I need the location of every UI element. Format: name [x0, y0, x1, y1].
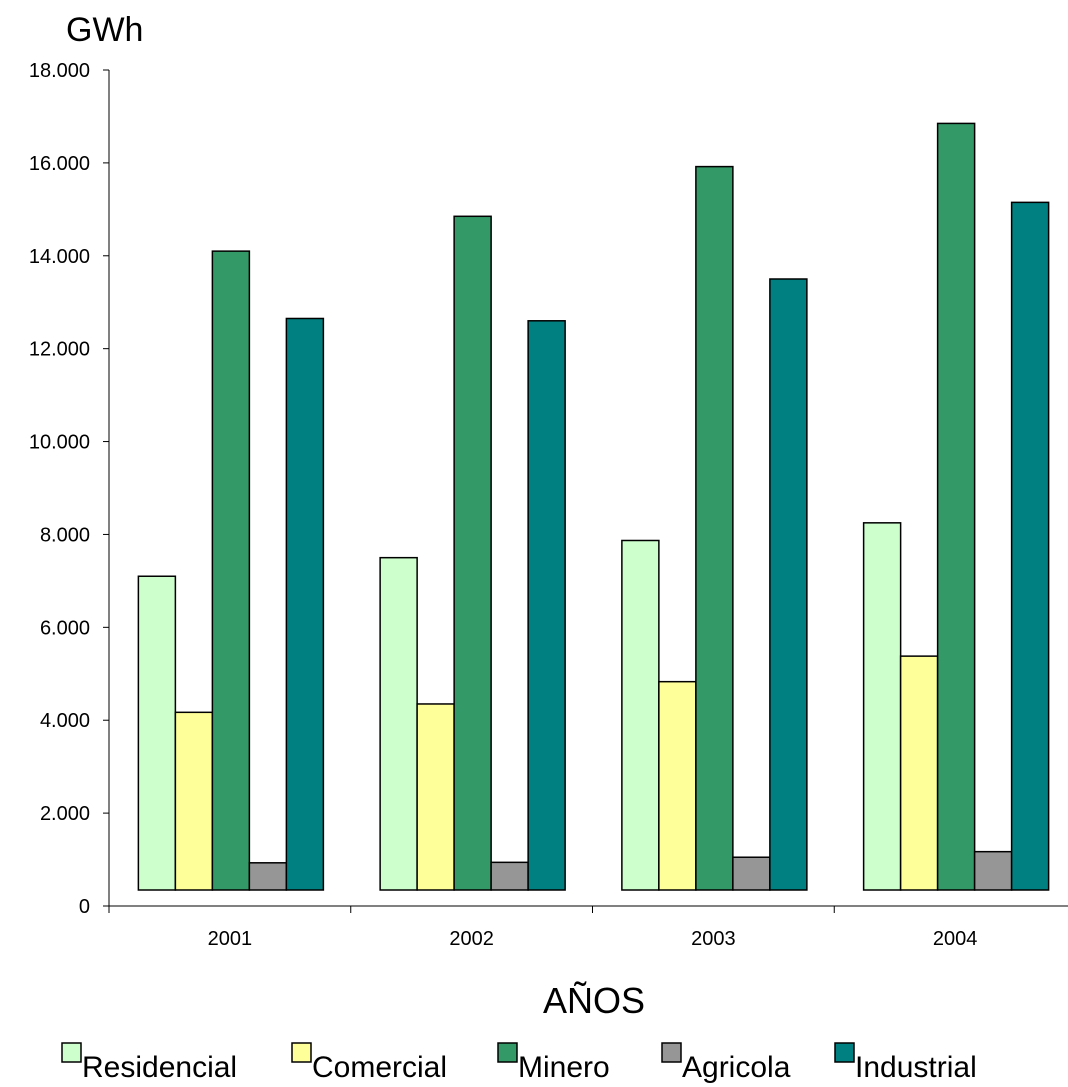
legend-label-minero: Minero	[518, 1051, 610, 1084]
bar-minero-2002	[453, 215, 492, 891]
bar-industrial-2001	[285, 317, 325, 891]
bar-comercial-2002	[416, 703, 455, 891]
bar-industrial-2003	[769, 278, 808, 891]
x-tick-label: 2003	[691, 928, 736, 950]
bar-minero-2003	[695, 165, 734, 891]
y-tick-label: 4.000	[40, 710, 90, 732]
bar-minero-2004	[936, 122, 976, 891]
y-tick-label: 18.000	[29, 60, 90, 82]
x-axis-title: AÑOS	[543, 980, 645, 1021]
bar-residencial-2003	[621, 539, 660, 891]
legend: Residencial Comercial Minero Agricola Indust…	[61, 1042, 977, 1084]
bar-agricola-2003	[732, 856, 771, 891]
x-tick-label: 2001	[208, 928, 253, 950]
bar-industrial-2004	[1010, 201, 1050, 891]
legend-label-agricola: Agricola	[682, 1051, 791, 1084]
bar-agricola-2004	[973, 850, 1013, 891]
legend-swatch-minero	[497, 1042, 518, 1063]
y-tick-label: 14.000	[29, 246, 90, 268]
x-tick-label: 2002	[449, 928, 494, 950]
legend-label-industrial: Industrial	[855, 1051, 977, 1084]
bar-industrial-2002	[527, 320, 566, 891]
legend-label-comercial: Comercial	[312, 1051, 447, 1084]
legend-swatch-comercial	[291, 1042, 312, 1063]
legend-swatch-residencial	[61, 1042, 82, 1063]
x-tick-label: 2004	[933, 928, 978, 950]
bar-comercial-2004	[899, 655, 939, 891]
y-axis: 0 2.000 4.000 6.000 8.000 10.000 12.000 14.000 1…	[29, 60, 110, 918]
bar-minero-2001	[211, 250, 251, 891]
bar-agricola-2001	[248, 862, 288, 891]
bar-comercial-2003	[658, 680, 697, 891]
y-tick-label: 16.000	[29, 153, 90, 175]
bar-residencial-2002	[379, 556, 418, 891]
x-axis: 2001 2002 2003 2004	[108, 905, 1068, 950]
legend-label-residencial: Residencial	[82, 1051, 237, 1084]
bar-residencial-2004	[862, 522, 902, 891]
legend-swatch-agricola	[661, 1042, 682, 1063]
y-tick-label: 10.000	[29, 432, 90, 454]
y-tick-label: 2.000	[40, 803, 90, 825]
bar-residencial-2001	[137, 575, 177, 891]
y-tick-label: 0	[79, 896, 90, 918]
bars-group	[137, 122, 1050, 891]
y-tick-label: 8.000	[40, 524, 90, 546]
legend-swatch-industrial	[834, 1042, 855, 1063]
bar-comercial-2001	[174, 711, 214, 891]
bar-agricola-2002	[490, 861, 529, 891]
y-unit-label: GWh	[66, 11, 143, 49]
y-tick-label: 12.000	[29, 339, 90, 361]
y-tick-label: 6.000	[40, 617, 90, 639]
